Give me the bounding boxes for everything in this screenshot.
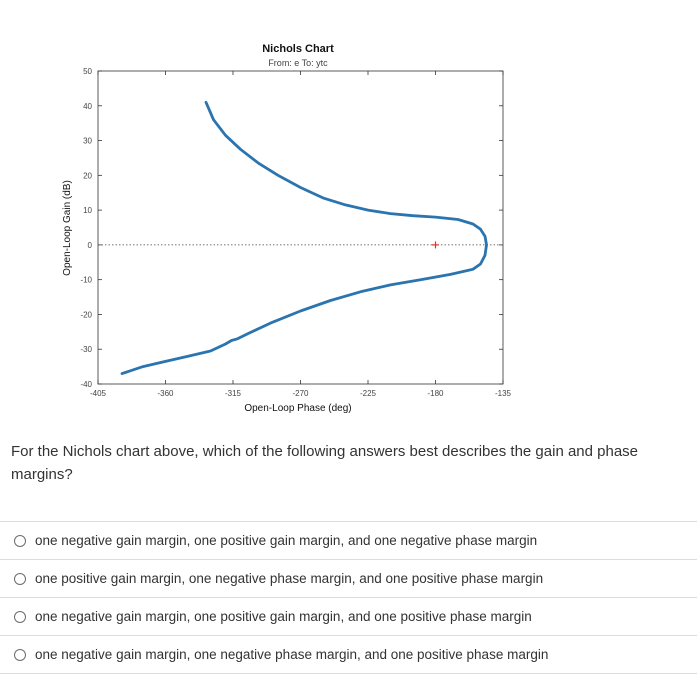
answer-option-label: one negative gain margin, one negative p… bbox=[35, 647, 549, 662]
y-tick-label: 50 bbox=[83, 67, 92, 76]
y-axis-label: Open-Loop Gain (dB) bbox=[62, 180, 73, 276]
axis-ticks: -405 -360 -315 -270 -225 -180 -135 -40 -30 -20 -10… bbox=[80, 67, 511, 398]
answer-option-4[interactable]: one negative gain margin, one negative p… bbox=[0, 635, 697, 674]
chart-title: Nichols Chart bbox=[262, 43, 334, 55]
answer-option-3[interactable]: one negative gain margin, one positive g… bbox=[0, 597, 697, 635]
y-tick-label: -20 bbox=[80, 310, 92, 319]
y-tick-label: -10 bbox=[80, 276, 92, 285]
answer-option-1[interactable]: one negative gain margin, one positive g… bbox=[0, 521, 697, 559]
y-tick-label: 10 bbox=[83, 206, 92, 215]
nichols-chart: Nichols Chart From: e To: ytc -405 -360 -3… bbox=[62, 43, 512, 414]
y-tick-label: 0 bbox=[88, 241, 93, 250]
y-tick-label: 30 bbox=[83, 137, 92, 146]
radio-button[interactable] bbox=[14, 610, 26, 623]
radio-button[interactable] bbox=[14, 534, 26, 547]
nichols-curve bbox=[120, 100, 488, 375]
answer-option-2[interactable]: one positive gain margin, one negative p… bbox=[0, 559, 697, 597]
x-tick-label: -270 bbox=[292, 389, 309, 398]
y-tick-label: -30 bbox=[80, 345, 92, 354]
radio-button[interactable] bbox=[14, 572, 26, 585]
critical-point-marker bbox=[432, 241, 439, 249]
y-tick-label: 20 bbox=[83, 171, 92, 180]
x-tick-label: -180 bbox=[427, 389, 444, 398]
x-tick-label: -225 bbox=[360, 389, 377, 398]
chart-subtitle: From: e To: ytc bbox=[268, 58, 328, 68]
x-tick-label: -405 bbox=[90, 389, 107, 398]
y-tick-label: -40 bbox=[80, 380, 92, 389]
answer-option-label: one negative gain margin, one positive g… bbox=[35, 533, 538, 548]
x-tick-label: -135 bbox=[495, 389, 512, 398]
y-tick-label: 40 bbox=[83, 102, 92, 111]
answer-option-label: one negative gain margin, one positive g… bbox=[35, 609, 532, 624]
plot-area-frame bbox=[97, 70, 504, 385]
answer-options: one negative gain margin, one positive g… bbox=[0, 521, 697, 674]
x-tick-label: -315 bbox=[225, 389, 242, 398]
question-text: For the Nichols chart above, which of th… bbox=[11, 443, 639, 483]
answer-option-label: one positive gain margin, one negative p… bbox=[35, 571, 544, 586]
x-tick-label: -360 bbox=[157, 389, 174, 398]
radio-button[interactable] bbox=[14, 648, 26, 661]
x-axis-label: Open-Loop Phase (deg) bbox=[244, 403, 351, 414]
